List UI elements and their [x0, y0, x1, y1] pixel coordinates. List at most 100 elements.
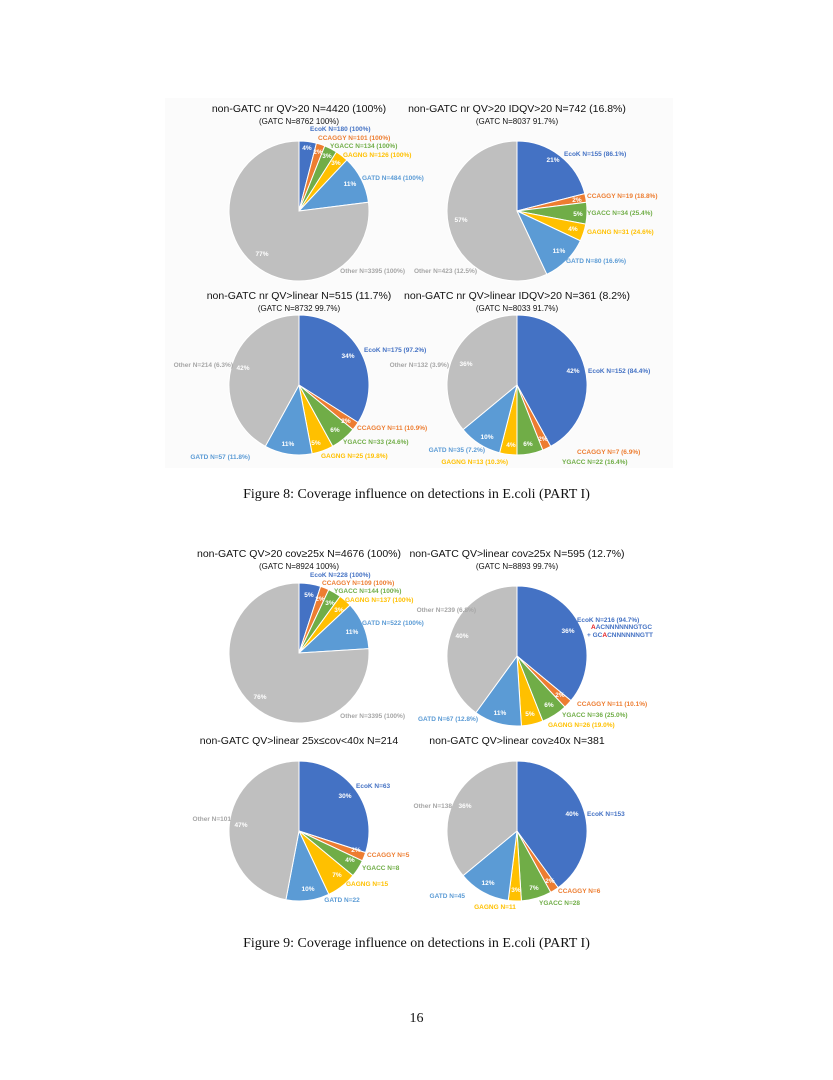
slice-category-label: CCAGGY N=101 (100%) — [318, 135, 390, 142]
slice-category-label: GAGNG N=31 (24.6%) — [587, 229, 654, 236]
slice-category-label: GAGNG N=13 (10.3%) — [441, 459, 508, 466]
slice-percent-label: 4% — [506, 442, 516, 449]
slice-category-label: Other N=138 — [414, 803, 453, 810]
slice-percent-label: 3% — [331, 160, 341, 167]
slice-category-label: Other N=101 — [193, 816, 232, 823]
chart-title: non-GATC nr QV>20 IDQV>20 N=742 (16.8%) — [408, 103, 626, 115]
slice-percent-label: 10% — [480, 434, 493, 441]
slice-percent-label: 11% — [344, 181, 357, 188]
pie-slice-other — [228, 314, 300, 448]
slice-percent-label: 34% — [341, 353, 354, 360]
slice-percent-label: 21% — [546, 157, 559, 164]
slice-percent-label: 77% — [255, 251, 268, 258]
slice-percent-label: 5% — [525, 711, 535, 718]
slice-category-label: Other N=3395 (100%) — [340, 713, 405, 720]
slice-category-label: EcoK N=216 (94.7%) — [577, 617, 639, 624]
slice-percent-label: 76% — [253, 694, 266, 701]
slice-percent-label: 7% — [332, 872, 342, 879]
pie-chart-3: non-GATC nr QV>linear N=515 (11.7%) (GATC… — [174, 290, 428, 461]
slice-percent-label: 11% — [494, 710, 507, 717]
slice-category-label: GAGNG N=15 — [346, 881, 388, 888]
slice-category-label: EcoK N=228 (100%) — [310, 572, 371, 579]
chart-subtitle: (GATC N=8033 91.7%) — [476, 304, 559, 313]
slice-category-label: GAGNG N=137 (100%) — [345, 597, 413, 604]
pie-chart-7: non-GATC QV>linear 25x≤cov<40x N=214 30% E… — [193, 735, 410, 904]
slice-percent-label: 3% — [511, 887, 521, 894]
slice-percent-label: 36% — [561, 628, 574, 635]
slice-category-label: EcoK N=153 — [587, 811, 625, 818]
slice-percent-label: 30% — [338, 793, 351, 800]
figure-8-caption: Figure 8: Coverage influence on detectio… — [243, 487, 590, 502]
figure-9-caption: Figure 9: Coverage influence on detectio… — [243, 936, 590, 951]
slice-category-label: CCAGGY N=19 (18.8%) — [587, 193, 658, 200]
slice-percent-label: 40% — [565, 811, 578, 818]
chart-subtitle: (GATC N=8762 100%) — [259, 117, 339, 126]
slice-percent-label: 2% — [313, 149, 323, 156]
chart-title: non-GATC QV>linear cov≥25x N=595 (12.7%) — [409, 548, 624, 560]
slice-category-label: EcoK N=175 (97.2%) — [364, 347, 426, 354]
slice-percent-label: 6% — [523, 441, 533, 448]
slice-percent-label: 57% — [454, 217, 467, 224]
pie-chart-4: non-GATC nr QV>linear IDQV>20 N=361 (8.2… — [390, 290, 651, 466]
slice-category-label: GAGNG N=126 (100%) — [343, 152, 411, 159]
slice-percent-label: 4% — [345, 857, 355, 864]
slice-percent-label: 5% — [311, 440, 321, 447]
slice-percent-label: 2% — [341, 418, 351, 425]
slice-category-label: GAGNG N=25 (19.8%) — [321, 453, 388, 460]
slice-percent-label: 47% — [234, 822, 247, 829]
chart-subtitle: (GATC N=8732 99.7%) — [258, 304, 341, 313]
slice-category-label: CCAGGY N=6 — [558, 888, 601, 895]
slice-category-label: GATD N=522 (100%) — [362, 620, 424, 627]
slice-percent-label: 11% — [553, 248, 566, 255]
slice-percent-label: 36% — [458, 803, 471, 810]
slice-category-label: YGACC N=144 (100%) — [334, 588, 401, 595]
slice-category-label: GATD N=57 (11.8%) — [190, 454, 250, 461]
slice-category-label: Other N=214 (6.3%) — [174, 362, 233, 369]
slice-percent-label: 11% — [346, 629, 359, 636]
slice-category-label: EcoK N=63 — [356, 783, 391, 790]
slice-percent-label: 4% — [568, 226, 578, 233]
slice-percent-label: 2% — [351, 847, 361, 854]
slice-category-label: EcoK N=152 (84.4%) — [588, 368, 650, 375]
slice-category-label: CCAGGY N=5 — [367, 852, 410, 859]
chart-title: non-GATC QV>linear cov≥40x N=381 — [429, 735, 605, 747]
slice-category-label: CCAGGY N=11 (10.9%) — [357, 425, 427, 432]
slice-category-label: YGACC N=28 — [539, 900, 580, 907]
pie-chart-1: non-GATC nr QV>20 N=4420 (100%) (GATC N=8… — [212, 103, 424, 282]
slice-percent-label: 2% — [545, 878, 555, 885]
motif-label-2: + GCACNNNNNNGTT — [587, 632, 653, 639]
slice-category-label: Other N=423 (12.5%) — [414, 268, 477, 275]
slice-category-label: Other N=239 (6.8%) — [417, 607, 476, 614]
pie-slice-ecok — [298, 760, 370, 854]
slice-category-label: Other N=3395 (100%) — [340, 268, 405, 275]
slice-category-label: GATD N=80 (16.6%) — [566, 258, 626, 265]
pie-slice-other — [228, 582, 370, 724]
pie-slice-ecok — [516, 760, 588, 889]
chart-subtitle: (GATC N=8037 91.7%) — [476, 117, 559, 126]
pie-slice-other — [228, 140, 370, 282]
slice-percent-label: 2% — [315, 596, 325, 603]
slice-percent-label: 40% — [455, 633, 468, 640]
slice-percent-label: 36% — [459, 361, 472, 368]
slice-percent-label: 10% — [301, 886, 314, 893]
slice-percent-label: 2% — [572, 197, 582, 204]
chart-title: non-GATC nr QV>linear IDQV>20 N=361 (8.2… — [404, 290, 630, 302]
slice-category-label: CCAGGY N=11 (10.1%) — [577, 701, 647, 708]
slice-percent-label: 5% — [573, 211, 583, 218]
slice-category-label: YGACC N=33 (24.6%) — [343, 439, 409, 446]
chart-title: non-GATC QV>20 cov≥25x N=4676 (100%) — [197, 548, 401, 560]
pie-chart-2: non-GATC nr QV>20 IDQV>20 N=742 (16.8%) (… — [408, 103, 658, 282]
pie-slice-other — [446, 760, 518, 877]
slice-category-label: YGACC N=8 — [362, 865, 400, 872]
slice-percent-label: 3% — [322, 153, 332, 160]
slice-percent-label: 7% — [529, 885, 539, 892]
pie-slice-other — [446, 314, 518, 431]
slice-category-label: GATD N=45 — [430, 893, 466, 900]
slice-category-label: GATD N=484 (100%) — [362, 175, 424, 182]
pie-chart-5: non-GATC QV>20 cov≥25x N=4676 (100%) (GAT… — [197, 548, 424, 724]
chart-title: non-GATC nr QV>20 N=4420 (100%) — [212, 103, 386, 115]
slice-category-label: YGACC N=22 (16.4%) — [562, 459, 628, 466]
pie-chart-8: non-GATC QV>linear cov≥40x N=381 40% EcoK … — [414, 735, 626, 911]
chart-title: non-GATC nr QV>linear N=515 (11.7%) — [207, 290, 392, 302]
pie-slice-ecok — [516, 314, 588, 448]
